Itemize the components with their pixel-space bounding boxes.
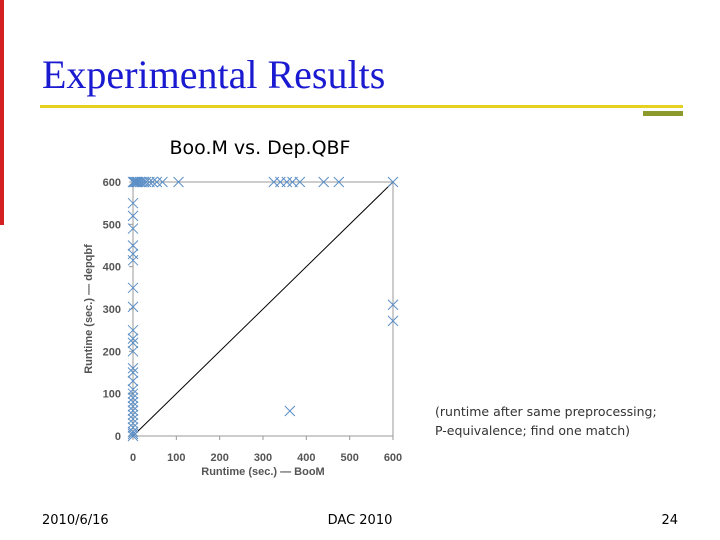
data-point	[173, 176, 184, 188]
accent-bar	[0, 0, 4, 225]
data-point	[127, 426, 139, 438]
title-rule-accent	[643, 111, 683, 116]
y-tick-label: 200	[103, 346, 121, 358]
data-point	[284, 405, 296, 417]
data-point	[127, 430, 139, 442]
x-tick-label: 400	[297, 452, 315, 464]
data-point	[127, 345, 139, 357]
data-point	[127, 392, 139, 404]
x-tick-label: 300	[254, 452, 272, 464]
y-tick-label: 100	[103, 389, 121, 401]
data-point	[138, 176, 150, 188]
diagonal-line	[132, 181, 394, 437]
data-point	[127, 337, 139, 349]
footer-event: DAC 2010	[328, 513, 393, 528]
annotation: P-equivalence; find one match)	[435, 423, 630, 438]
data-point	[127, 367, 139, 378]
data-point	[127, 428, 139, 440]
x-tick-label: 0	[130, 452, 136, 464]
data-point	[127, 254, 139, 266]
data-point	[281, 176, 293, 188]
data-point	[127, 384, 139, 395]
data-point	[127, 388, 139, 400]
data-point	[333, 176, 345, 188]
x-tick-label: 200	[210, 452, 228, 464]
data-point	[387, 299, 399, 311]
data-point	[136, 176, 148, 188]
data-point	[127, 197, 139, 209]
y-tick-label: 400	[103, 262, 121, 274]
data-point	[127, 401, 139, 412]
data-point	[127, 333, 139, 344]
data-point	[127, 396, 139, 408]
data-point	[147, 176, 158, 188]
y-tick-label: 600	[103, 177, 121, 189]
data-point	[127, 210, 139, 222]
data-point	[157, 176, 168, 188]
data-point	[387, 315, 399, 327]
y-axis-label: Runtime (sec.) — depqbf	[83, 244, 95, 374]
footer-page: 24	[661, 513, 678, 528]
data-point	[127, 417, 139, 429]
y-tick-label: 0	[115, 431, 121, 443]
data-point	[127, 375, 139, 387]
data-point	[127, 301, 139, 313]
y-tick-label: 500	[103, 219, 121, 231]
data-point	[318, 176, 330, 188]
x-axis-label: Runtime (sec.) — BooM	[201, 466, 324, 478]
data-point	[127, 223, 139, 234]
data-point	[387, 176, 399, 188]
chart-title: Boo.M vs. Dep.QBF	[170, 137, 351, 159]
data-point	[294, 176, 306, 188]
data-point	[127, 240, 139, 251]
data-point	[127, 409, 139, 421]
data-point	[127, 413, 139, 425]
annotation: (runtime after same preprocessing;	[435, 404, 657, 419]
x-tick-label: 600	[384, 452, 402, 464]
x-tick-label: 500	[340, 452, 358, 464]
data-point	[127, 282, 139, 294]
data-point	[151, 176, 163, 188]
footer-date: 2010/6/16	[42, 513, 109, 528]
slide-title: Experimental Results	[42, 52, 385, 97]
x-tick-label: 100	[167, 452, 185, 464]
data-point	[127, 362, 139, 374]
y-tick-label: 300	[103, 304, 121, 316]
data-point	[132, 176, 144, 188]
data-point	[127, 324, 139, 336]
data-point	[127, 405, 139, 416]
title-rule	[40, 105, 683, 108]
